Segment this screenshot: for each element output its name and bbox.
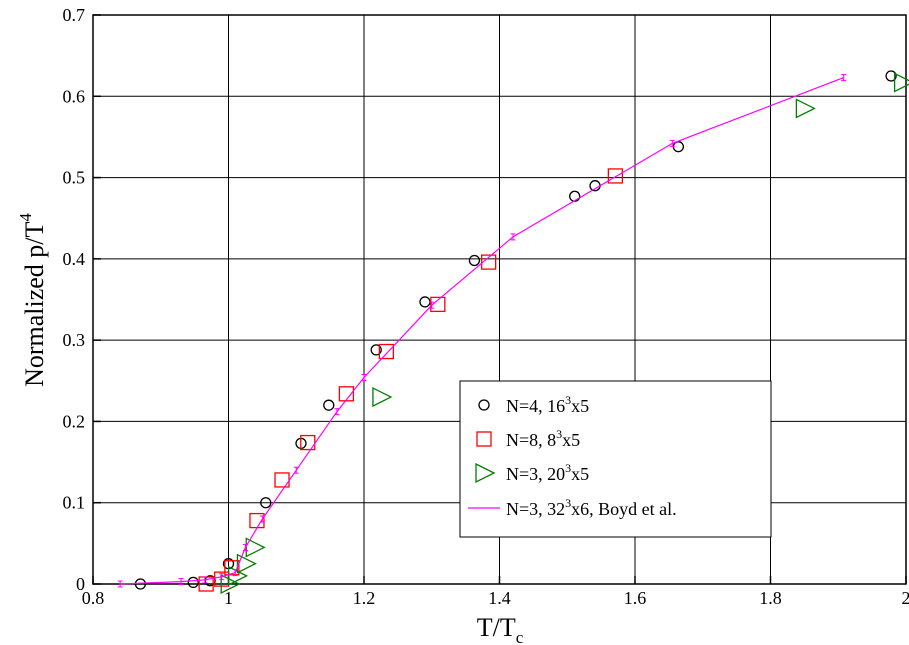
x-tick-label: 1.8 (759, 588, 782, 608)
x-axis-title: T/Tc (477, 613, 524, 645)
data-point (795, 98, 816, 119)
legend-entry: N=8, 83x5 (476, 427, 580, 450)
legend-label: N=3, 323x6, Boyd et al. (506, 496, 677, 519)
data-point (370, 344, 382, 356)
x-tick-label: 1 (224, 588, 233, 608)
y-tick-label: 0.2 (63, 411, 86, 431)
data-point (220, 573, 241, 595)
data-point (672, 141, 685, 153)
data-point (468, 254, 481, 267)
data-point (274, 472, 290, 488)
data-point (323, 399, 335, 411)
data-point (430, 296, 446, 313)
y-axis-title: Normalized p/T4 (16, 213, 49, 387)
y-tick-label: 0 (76, 574, 85, 594)
series-1 (198, 168, 624, 592)
y-tick-label: 0.7 (63, 5, 86, 25)
data-point (245, 537, 266, 558)
legend-label: N=4, 163x5 (506, 393, 589, 416)
data-point (419, 296, 431, 308)
series-line (120, 77, 844, 585)
legend-entry: N=3, 203x5 (475, 461, 589, 484)
data-point (378, 343, 395, 360)
y-tick-label: 0.6 (63, 86, 86, 106)
data-point (569, 190, 581, 202)
legend-swatch (475, 462, 496, 484)
series-3 (117, 74, 847, 588)
x-tick-label: 0.8 (82, 588, 105, 608)
data-point (885, 70, 897, 82)
y-tick-label: 0.5 (63, 168, 86, 188)
y-tick-label: 0.1 (63, 493, 86, 513)
legend-entry: N=4, 163x5 (478, 393, 589, 416)
legend-box (459, 380, 772, 538)
data-point (893, 72, 909, 93)
y-tick-label: 0.4 (63, 249, 86, 269)
x-tick-label: 1.6 (624, 588, 647, 608)
data-point (236, 553, 257, 574)
data-series (117, 70, 909, 595)
data-point (260, 497, 272, 509)
legend-label: N=3, 203x5 (506, 461, 589, 484)
x-tick-label: 2 (902, 588, 909, 608)
y-tick-label: 0.3 (63, 330, 86, 350)
data-point (134, 578, 147, 590)
data-point (607, 168, 624, 184)
data-point (481, 254, 497, 270)
data-point (224, 560, 240, 576)
data-point (372, 386, 393, 408)
legend-entry: N=3, 323x6, Boyd et al. (468, 496, 677, 519)
series-2 (220, 72, 909, 595)
axis-ticks: 0.8 1 1.2 1.4 1.6 1.8 2 0 0.1 0.2 0.3 0.4 0.5 0.6 0.7 (63, 5, 909, 608)
legend-label: N=8, 83x5 (506, 427, 580, 450)
data-point (187, 576, 199, 589)
legend: N=4, 163x5 N=8, 83x5 N=3, 203x5 N=3, 323x6,… (459, 380, 772, 538)
x-tick-label: 1.2 (353, 588, 376, 608)
legend-swatch (476, 431, 492, 447)
data-point (338, 386, 355, 402)
x-tick-label: 1.4 (488, 588, 511, 608)
legend-swatch (478, 399, 490, 411)
